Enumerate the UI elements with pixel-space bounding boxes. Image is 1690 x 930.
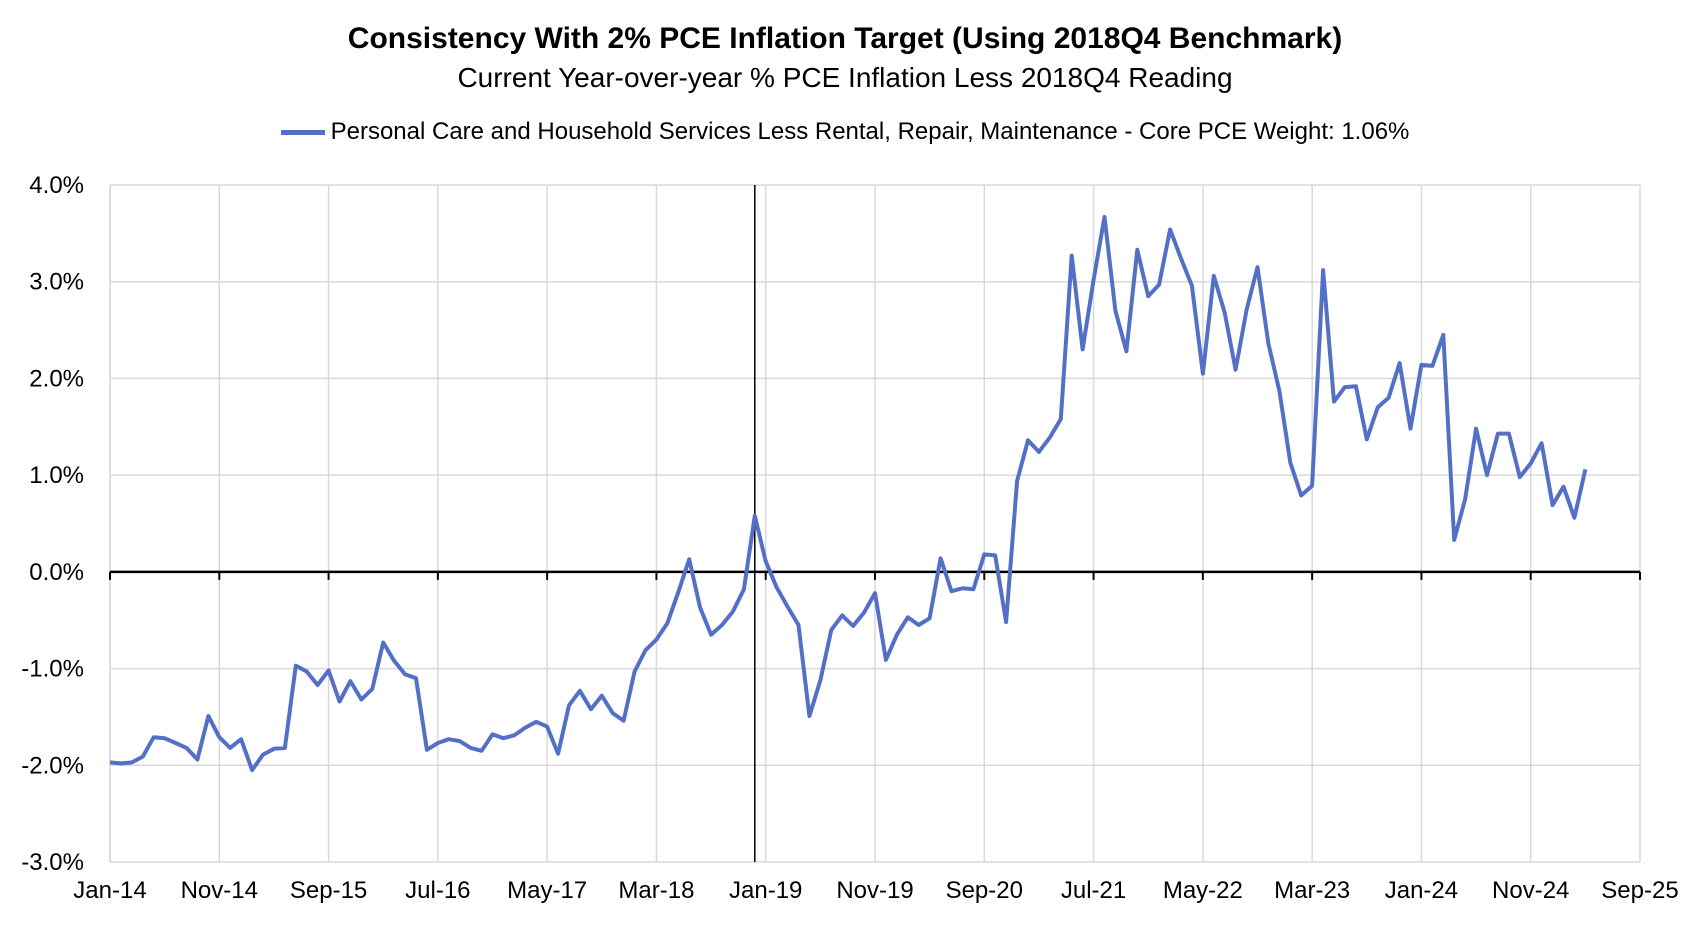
x-tick-label: Mar-23 xyxy=(1274,877,1350,904)
y-tick-label: 4.0% xyxy=(29,172,84,199)
x-tick-label: Jul-16 xyxy=(405,877,470,904)
chart-title: Consistency With 2% PCE Inflation Target… xyxy=(347,22,1343,55)
x-tick-label: May-17 xyxy=(507,877,587,904)
series-line xyxy=(109,214,1588,773)
x-tick-label: Mar-18 xyxy=(618,877,694,904)
x-tick-label: Jul-21 xyxy=(1061,877,1126,904)
x-tick-label: Jan-14 xyxy=(73,877,146,904)
y-tick-label: -1.0% xyxy=(21,656,84,683)
y-tick-label: 2.0% xyxy=(29,365,84,392)
x-tick-label: Jan-24 xyxy=(1385,877,1458,904)
chart-subtitle: Current Year-over-year % PCE Inflation L… xyxy=(457,62,1233,93)
x-tick-label: Nov-24 xyxy=(1492,877,1569,904)
x-tick-label: May-22 xyxy=(1163,877,1243,904)
x-tick-label: Sep-15 xyxy=(290,877,367,904)
y-tick-label: -3.0% xyxy=(21,849,84,876)
y-tick-label: -2.0% xyxy=(21,752,84,779)
y-tick-label: 0.0% xyxy=(29,559,84,586)
x-tick-label: Jan-19 xyxy=(729,877,802,904)
x-tick-label: Nov-14 xyxy=(181,877,258,904)
x-tick-label: Sep-20 xyxy=(946,877,1023,904)
legend-swatch xyxy=(280,129,325,135)
legend: Personal Care and Household Services Les… xyxy=(0,118,1690,146)
y-tick-label: 3.0% xyxy=(29,269,84,296)
x-tick-label: Nov-19 xyxy=(836,877,913,904)
legend-label: Personal Care and Household Services Les… xyxy=(330,118,1410,145)
y-tick-label: 1.0% xyxy=(29,462,84,489)
x-tick-label: Sep-25 xyxy=(1601,877,1678,904)
